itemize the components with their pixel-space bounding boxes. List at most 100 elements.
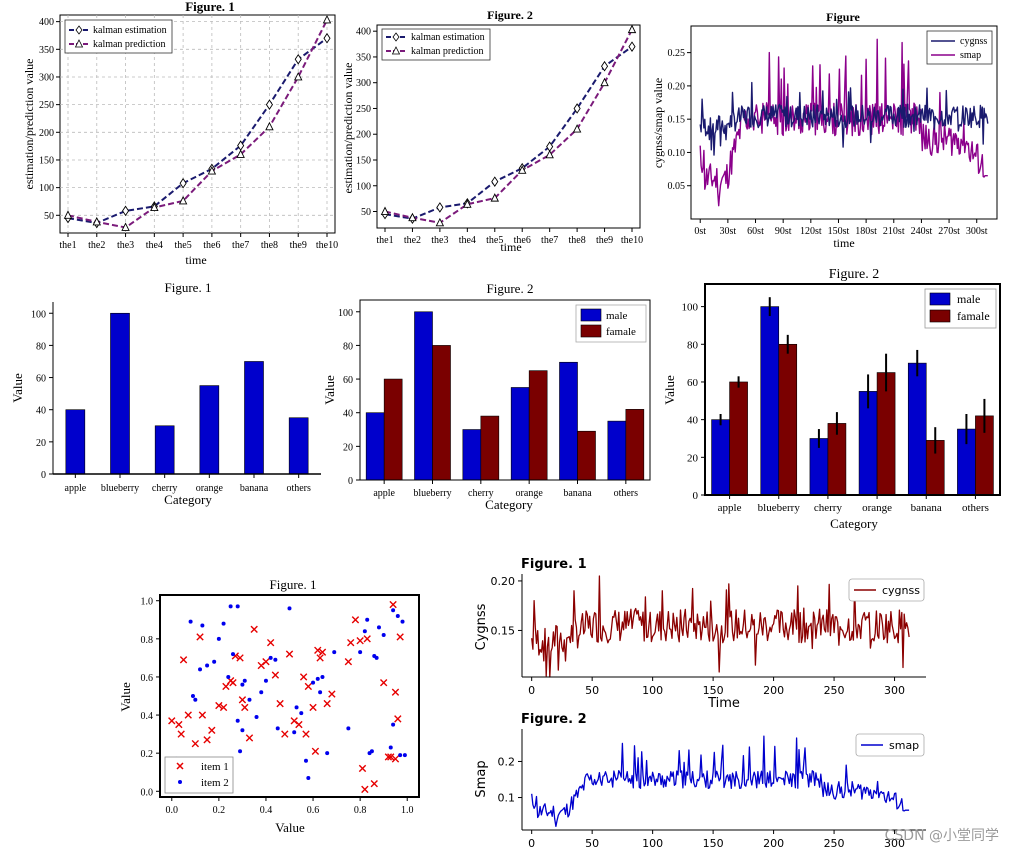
diamond-marker: [294, 53, 302, 65]
y-tick-label: 0.10: [668, 148, 686, 159]
x-point: [184, 711, 192, 719]
x-point: [391, 755, 400, 763]
y-tick-label: 350: [39, 45, 54, 56]
series-line: [699, 81, 989, 156]
x-tick-label: 240st: [911, 226, 933, 237]
x-tick-label: the7: [232, 240, 249, 251]
x-tick-label: blueberry: [758, 502, 801, 514]
x-point: [344, 658, 353, 666]
plot-frame: [376, 24, 641, 229]
legend-label-cygnss: cygnss: [882, 584, 920, 597]
legend-box: [855, 733, 925, 757]
x-tick-label: the2: [88, 240, 105, 251]
dot-point: [188, 619, 193, 624]
legend-label-prediction: kalman prediction: [93, 39, 165, 50]
triangle-marker: [121, 222, 130, 231]
bar-famale-others: [625, 409, 645, 481]
legend-box: [164, 756, 234, 794]
x-tick-label: others: [962, 502, 989, 514]
triangle-marker: [92, 216, 102, 226]
dot-point: [205, 663, 210, 668]
bar-orange: [199, 385, 220, 475]
dot-point: [292, 730, 297, 735]
x-point: [361, 785, 369, 794]
y-axis-ticks: 0 20 40 60 80 100: [31, 309, 53, 481]
dot-point: [242, 678, 247, 683]
legend-label-estimation: kalman estimation: [93, 25, 167, 36]
x-tick-label: the6: [203, 240, 220, 251]
legend-swatch-male: [929, 292, 951, 306]
bar-chart-figure1: Figure. 1 0 20 40 60 80 100 apple blueberry che…: [10, 280, 321, 507]
triangle-marker: [463, 199, 472, 208]
x-tick-label: blueberry: [101, 483, 139, 494]
dot-point: [332, 650, 337, 655]
dot-point: [273, 657, 278, 662]
x-point: [203, 736, 211, 744]
legend: male famale: [575, 304, 647, 343]
y-tick-label: 200: [356, 130, 371, 141]
plot-frame: [690, 25, 998, 220]
dot-point: [358, 650, 363, 655]
bar-blueberry: [110, 312, 130, 475]
y-tick-label: 350: [356, 52, 371, 63]
x-tick-label: 0: [528, 684, 535, 697]
x-tick-label: the3: [117, 240, 134, 251]
series-line-1: [384, 29, 633, 224]
x-point: [318, 648, 327, 656]
diamond-marker: [491, 176, 499, 187]
timeseries-chart-figure: Figure 0.05 0.10 0.15 0.20 0.25 0st 30st 60st 9…: [651, 10, 998, 250]
y-tick-label: 80: [687, 339, 699, 351]
x-axis-ticks: 0st 30st 60st 90st 120st 150st 180st 210st 240st…: [694, 219, 988, 237]
x-tick-label: 200: [763, 837, 784, 850]
series-lines: [699, 38, 989, 207]
y-axis-ticks: 50 100 150 200 250 300 350 400: [39, 17, 60, 222]
legend-box: [848, 578, 925, 602]
legend-dot-marker: [178, 780, 182, 784]
x-tick-label: banana: [911, 502, 942, 514]
y-tick-label: 0.15: [491, 624, 516, 637]
x-tick-label: the10: [316, 240, 338, 251]
series-line: [531, 575, 910, 678]
x-tick-label: the5: [486, 235, 503, 246]
x-tick-label: the4: [146, 240, 163, 251]
x-axis-ticks: 0 50 100 150 200 250 300: [528, 677, 905, 697]
x-tick-label: the4: [459, 235, 476, 246]
x-tick-label: orange: [196, 483, 224, 494]
chart-title: Figure. 2: [521, 712, 587, 727]
y-tick-label: 60: [687, 377, 699, 389]
chart-title: Figure. 1: [165, 280, 212, 295]
dot-point: [294, 705, 299, 710]
y-tick-label: 300: [356, 78, 371, 89]
x-tick-label: 210st: [883, 226, 905, 237]
x-point: [262, 658, 270, 666]
x-tick-label: 180st: [855, 226, 877, 237]
legend-label-item1: item 1: [201, 761, 229, 773]
x-tick-label: apple: [65, 483, 87, 494]
x-point: [175, 720, 183, 729]
diamond-marker: [122, 205, 130, 217]
dot-point: [238, 749, 243, 754]
triangle-marker: [236, 149, 245, 158]
diamond-marker: [265, 99, 273, 110]
y-axis-label: Value: [118, 682, 133, 712]
y-axis-label: estimation/prediction value: [22, 59, 36, 190]
x-point: [311, 747, 320, 755]
y-tick-label: 0.25: [668, 48, 686, 59]
x-tick-label: the8: [569, 235, 586, 246]
dot-point: [221, 621, 226, 626]
x-axis-label: Value: [275, 820, 305, 835]
x-tick-label: 200: [763, 684, 784, 697]
x-tick-label: 0.0: [166, 805, 179, 816]
y-tick-label: 0: [348, 476, 353, 487]
x-tick-label: 270st: [938, 226, 960, 237]
x-point: [396, 633, 404, 641]
bar-banana: [244, 361, 264, 475]
x-point: [389, 600, 397, 609]
y-tick-label: 100: [39, 183, 54, 194]
x-point: [271, 671, 280, 679]
y-tick-label: 0.20: [668, 81, 686, 92]
dot-point: [398, 753, 403, 758]
x-axis-label: Category: [830, 516, 878, 531]
dot-point: [263, 678, 268, 683]
